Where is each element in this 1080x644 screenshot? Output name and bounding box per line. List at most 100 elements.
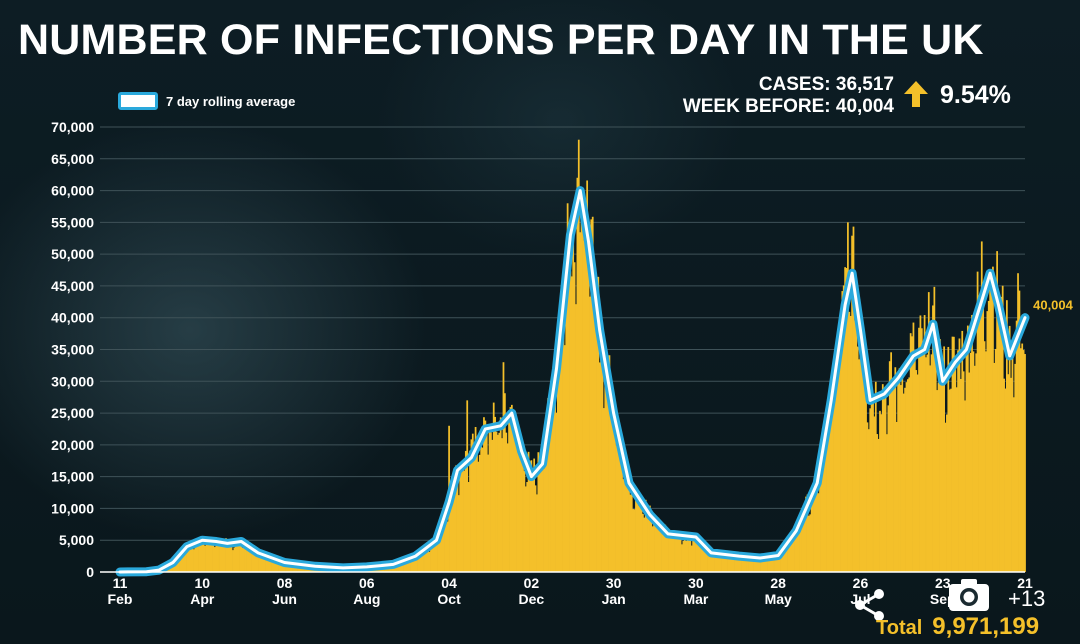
daily-cases-bar xyxy=(827,420,830,572)
daily-cases-bar xyxy=(833,385,835,572)
daily-cases-bar xyxy=(396,563,399,572)
daily-cases-bar xyxy=(607,387,609,572)
daily-cases-bar xyxy=(478,454,481,572)
daily-cases-bar xyxy=(976,271,979,572)
daily-cases-bar xyxy=(696,542,699,572)
daily-cases-bar xyxy=(212,545,215,572)
daily-cases-bar xyxy=(720,554,722,572)
daily-cases-bar xyxy=(987,300,990,572)
daily-cases-bar xyxy=(477,461,480,572)
daily-cases-bar xyxy=(689,537,692,572)
arrow-up-icon xyxy=(904,81,928,107)
y-tick-label: 40,000 xyxy=(51,310,94,326)
daily-cases-bar xyxy=(538,469,541,572)
y-tick-label: 30,000 xyxy=(51,373,94,389)
daily-cases-bar xyxy=(767,553,770,572)
daily-cases-bar xyxy=(872,403,874,572)
x-tick-day: 02 xyxy=(524,575,540,591)
daily-cases-bar xyxy=(936,390,939,572)
daily-cases-bar xyxy=(898,368,901,572)
daily-cases-bar xyxy=(760,558,763,572)
daily-cases-bar xyxy=(774,554,777,572)
daily-cases-bar xyxy=(727,555,729,572)
daily-cases-bar xyxy=(226,539,229,572)
daily-cases-bar xyxy=(840,343,842,572)
daily-cases-bar xyxy=(934,335,937,572)
daily-cases-bar xyxy=(676,538,679,572)
daily-cases-bar xyxy=(828,405,831,572)
camera-icon[interactable] xyxy=(948,578,990,612)
share-icon[interactable] xyxy=(850,585,890,625)
daily-cases-bar xyxy=(700,544,703,572)
daily-cases-bar xyxy=(805,496,807,572)
more-photos-count[interactable]: +13 xyxy=(1008,586,1046,611)
daily-cases-bar xyxy=(927,292,930,572)
daily-cases-bar xyxy=(589,296,591,572)
daily-cases-bar xyxy=(848,311,851,572)
daily-cases-bar xyxy=(251,548,254,572)
daily-cases-bar xyxy=(1007,374,1010,572)
daily-cases-bar xyxy=(285,563,287,572)
daily-cases-bar xyxy=(909,333,912,572)
daily-cases-bar xyxy=(635,500,637,572)
daily-cases-bar xyxy=(683,537,686,572)
x-tick-day: 21 xyxy=(1017,575,1033,591)
daily-cases-bar xyxy=(301,566,304,572)
daily-cases-bar xyxy=(421,552,424,572)
daily-cases-bar xyxy=(515,432,517,572)
daily-cases-bar xyxy=(258,555,261,572)
daily-cases-bar xyxy=(502,362,505,572)
daily-cases-bar xyxy=(603,408,605,572)
daily-cases-bar xyxy=(879,410,881,572)
daily-cases-bar xyxy=(975,353,978,572)
daily-cases-bar xyxy=(566,203,569,573)
daily-cases-bar xyxy=(219,543,222,572)
daily-cases-bar xyxy=(587,268,590,572)
daily-cases-bar xyxy=(813,478,816,572)
daily-cases-bar xyxy=(721,557,724,572)
daily-cases-bar xyxy=(240,538,243,572)
daily-cases-bar xyxy=(728,553,731,572)
daily-cases-bar xyxy=(630,488,633,572)
daily-cases-bar xyxy=(272,561,275,572)
daily-cases-bar xyxy=(644,499,647,572)
daily-cases-bar xyxy=(471,433,474,572)
daily-cases-bar xyxy=(180,554,183,572)
daily-cases-bar xyxy=(750,559,753,572)
daily-cases-bar xyxy=(488,431,491,572)
daily-cases-bar xyxy=(809,514,812,572)
daily-cases-bar xyxy=(241,547,244,572)
daily-cases-bar xyxy=(887,405,890,572)
y-tick-label: 20,000 xyxy=(51,437,94,453)
daily-cases-bar xyxy=(208,540,211,572)
daily-cases-bar xyxy=(289,563,291,572)
daily-cases-bar xyxy=(530,460,533,572)
daily-cases-bar xyxy=(796,531,799,572)
daily-cases-bar xyxy=(993,362,996,572)
daily-cases-bar xyxy=(565,302,568,572)
daily-cases-bar xyxy=(243,543,245,572)
daily-cases-bar xyxy=(483,417,485,572)
daily-cases-bar xyxy=(722,552,725,572)
y-tick-label: 10,000 xyxy=(51,500,94,516)
daily-cases-bar xyxy=(463,470,466,572)
daily-cases-bar xyxy=(1011,348,1014,572)
daily-cases-bar xyxy=(729,559,732,572)
daily-cases-bar xyxy=(926,354,929,572)
daily-cases-bar xyxy=(971,315,973,572)
daily-cases-bar xyxy=(474,426,477,572)
daily-cases-bar xyxy=(824,437,827,572)
daily-cases-bar xyxy=(845,268,848,572)
daily-cases-bar xyxy=(509,407,512,572)
daily-cases-bar xyxy=(418,555,421,572)
daily-cases-bar xyxy=(404,559,407,572)
daily-cases-bar xyxy=(462,467,464,572)
daily-cases-bar xyxy=(789,544,792,572)
daily-cases-bar xyxy=(718,554,721,572)
daily-cases-bar xyxy=(399,562,402,572)
daily-cases-bar xyxy=(925,357,927,572)
daily-cases-bar xyxy=(944,422,947,572)
daily-cases-bar xyxy=(292,565,294,572)
daily-cases-bar xyxy=(946,414,948,572)
daily-cases-bar xyxy=(577,139,580,572)
